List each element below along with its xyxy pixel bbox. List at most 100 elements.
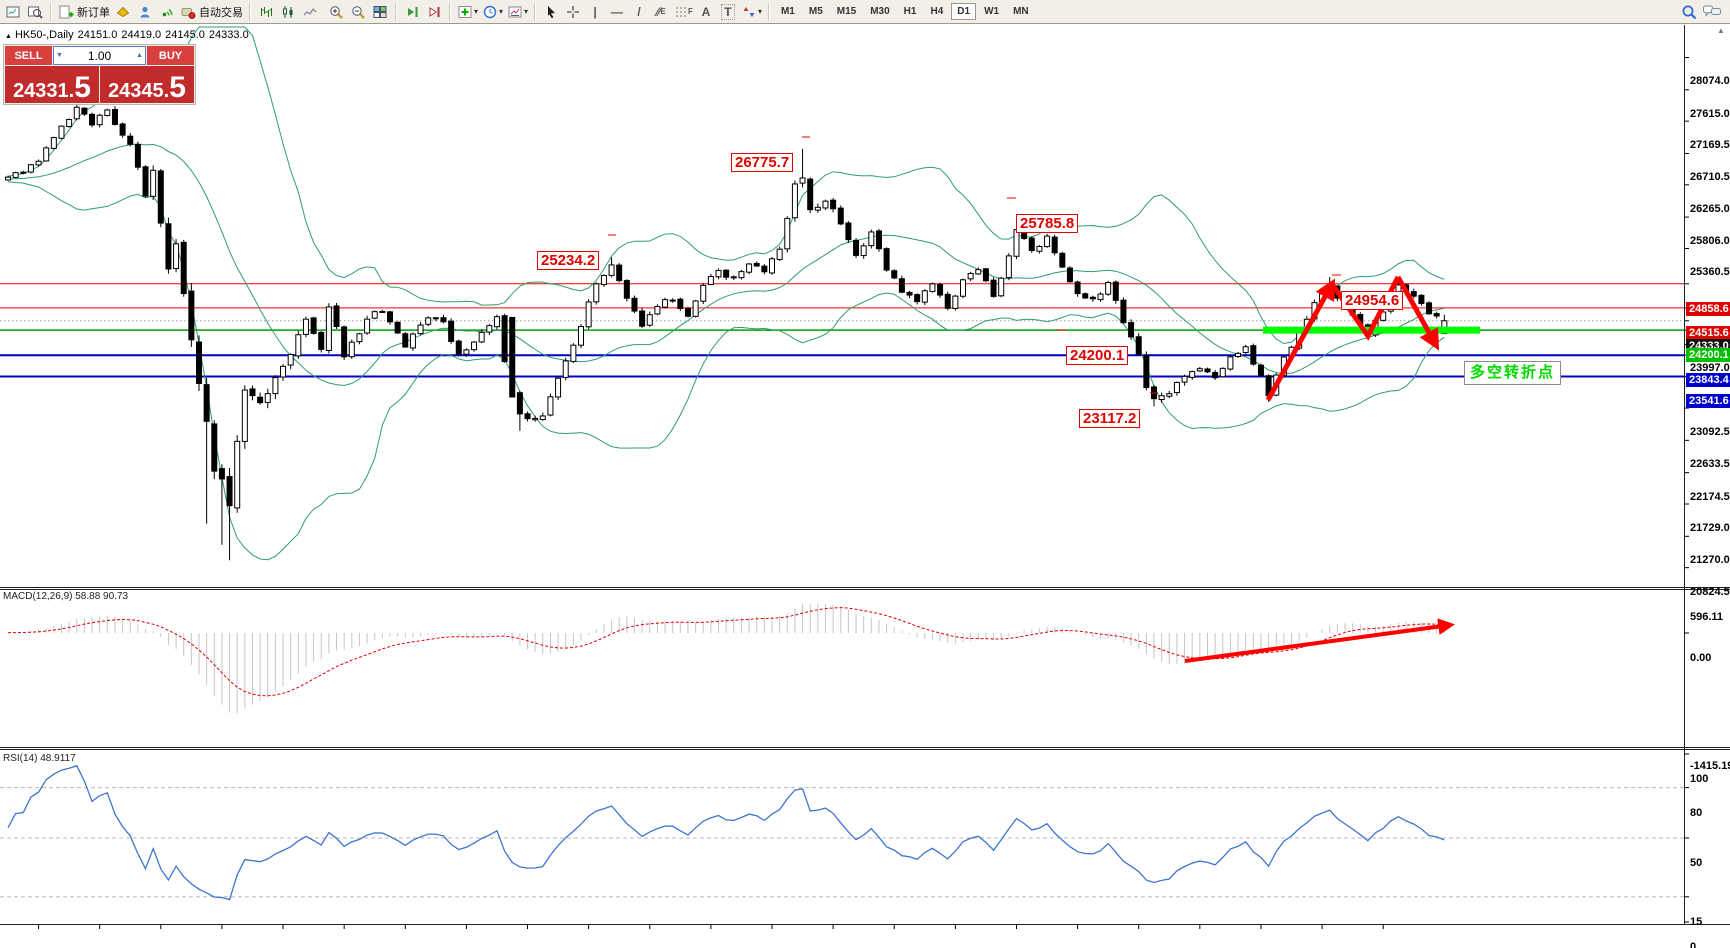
chevron-down-icon: ▾ [757, 7, 762, 16]
templates-button[interactable]: ▾ [505, 2, 530, 22]
collapse-arrow-icon[interactable]: ▲ [5, 33, 12, 40]
candle [998, 277, 1005, 297]
candle [379, 310, 386, 313]
strategy-tester-button[interactable] [134, 2, 156, 22]
text-button[interactable]: A [695, 2, 717, 22]
candle [1066, 267, 1073, 283]
timeframe-M1[interactable]: M1 [780, 6, 795, 17]
timeframe-W1[interactable]: W1 [984, 6, 1000, 17]
candle [96, 114, 103, 126]
ask-quote-button[interactable]: 24345. 5 [100, 66, 194, 103]
price-callout-25785.8[interactable]: 25785.8 [1016, 214, 1079, 233]
volume-up-icon[interactable]: ▲ [136, 52, 143, 59]
candle [356, 333, 363, 343]
candle [730, 276, 737, 279]
chart-window-button[interactable] [2, 2, 24, 22]
price-callout-26775.7[interactable]: 26775.7 [731, 153, 794, 172]
buy-button[interactable]: BUY [147, 46, 194, 65]
text-label-button[interactable]: T [717, 2, 739, 22]
sell-button[interactable]: SELL [5, 46, 52, 65]
price-callout-25234.2[interactable]: 25234.2 [537, 251, 600, 270]
scroll-up-icon[interactable]: ▲ [1717, 26, 1725, 35]
candle [341, 326, 348, 358]
rsi-level-100: 100 [1690, 773, 1709, 785]
macd-trend-arrow[interactable] [1184, 618, 1455, 663]
search-button[interactable] [1678, 2, 1700, 22]
trend-zigzag-annotation[interactable] [1265, 278, 1336, 402]
zoom-in-button[interactable] [325, 2, 347, 22]
timeframe-M15[interactable]: M15 [836, 6, 857, 17]
tile-windows-button[interactable] [369, 2, 391, 22]
macd-scale-zero: 0.00 [1690, 652, 1712, 664]
chat-button[interactable] [1700, 2, 1724, 22]
candle [27, 164, 34, 173]
ask-main: 24345. [108, 80, 170, 102]
toolbar-group-zoom [323, 0, 393, 24]
price-callout-24954.6[interactable]: 24954.6 [1341, 291, 1404, 310]
price-chart-canvas[interactable] [0, 25, 1730, 948]
volume-down-icon[interactable]: ▼ [56, 52, 63, 59]
new-order-button[interactable]: 新订单 [56, 2, 112, 22]
timeframe-H1[interactable]: H1 [903, 6, 917, 17]
bar-chart-button[interactable] [255, 2, 277, 22]
chart-shift-button[interactable] [423, 2, 445, 22]
price-callout-23117.2[interactable]: 23117.2 [1079, 409, 1141, 428]
candle [348, 341, 355, 358]
candle [960, 279, 966, 297]
auto-scroll-button[interactable] [401, 2, 423, 22]
autotrading-button[interactable]: 自动交易 [178, 2, 245, 22]
candle [1250, 345, 1257, 365]
metaeditor-button[interactable] [112, 2, 134, 22]
candle [616, 264, 623, 282]
bollinger-upper [7, 26, 1445, 345]
candle [1235, 352, 1242, 357]
candle [1112, 281, 1119, 301]
toolbar-separator [395, 2, 397, 21]
timeframe-MN[interactable]: MN [1013, 6, 1029, 17]
zoom-out-button[interactable] [347, 2, 369, 22]
timeframe-M5[interactable]: M5 [808, 6, 823, 17]
volume-stepper[interactable]: ▼ 1.00 ▲ [53, 46, 146, 65]
candlestick-chart-button[interactable] [277, 2, 299, 22]
candle [1028, 237, 1035, 251]
chart-preview-button[interactable] [24, 2, 46, 22]
ohlc-low: 24145.0 [165, 29, 205, 41]
fibonacci-button[interactable]: F [672, 2, 695, 22]
note-annotation[interactable]: 多空转折点 [1464, 361, 1562, 385]
trendline-button[interactable]: / [628, 2, 650, 22]
candle [432, 317, 439, 320]
line-chart-button[interactable] [299, 2, 321, 22]
trend-zigzag-annotation[interactable] [1395, 275, 1440, 351]
rsi-level-80: 80 [1690, 806, 1703, 819]
timeframe-D1[interactable]: D1 [951, 3, 977, 20]
candle [822, 200, 829, 209]
signals-button[interactable] [156, 2, 178, 22]
timeframe-H4[interactable]: H4 [930, 6, 944, 17]
candle [455, 340, 462, 355]
rsi-level-0: 0 [1690, 941, 1697, 948]
cursor-button[interactable] [540, 2, 562, 22]
indicators-button[interactable]: ▾ [455, 2, 480, 22]
chart-header: ▲ HK50-,Daily 24151.0 24419.0 24145.0 24333.0 [5, 29, 253, 41]
crosshair-button[interactable] [562, 2, 584, 22]
arrows-button[interactable]: ▾ [739, 2, 764, 22]
equidistant-channel-button[interactable]: ⁄⁄ E [650, 2, 672, 22]
horizontal-line-button[interactable]: — [606, 2, 628, 22]
toolbar-group-drawing: | — / ⁄⁄ E F A T ▾ [538, 0, 766, 24]
candle [761, 265, 768, 273]
candle [1082, 293, 1089, 299]
vertical-line-button[interactable]: | [584, 2, 606, 22]
candle [463, 349, 470, 355]
bid-quote-button[interactable]: 24331. 5 [5, 66, 99, 103]
candle [409, 333, 416, 349]
candle [646, 314, 653, 326]
timeframe-M30[interactable]: M30 [870, 6, 890, 17]
candle [1227, 356, 1234, 370]
volume-value[interactable]: 1.00 [87, 48, 112, 63]
candle [1257, 364, 1264, 377]
crosshair-icon [565, 4, 581, 20]
candle [532, 417, 539, 421]
periods-button[interactable]: ▾ [480, 2, 505, 22]
price-callout-24200.1[interactable]: 24200.1 [1066, 346, 1129, 365]
